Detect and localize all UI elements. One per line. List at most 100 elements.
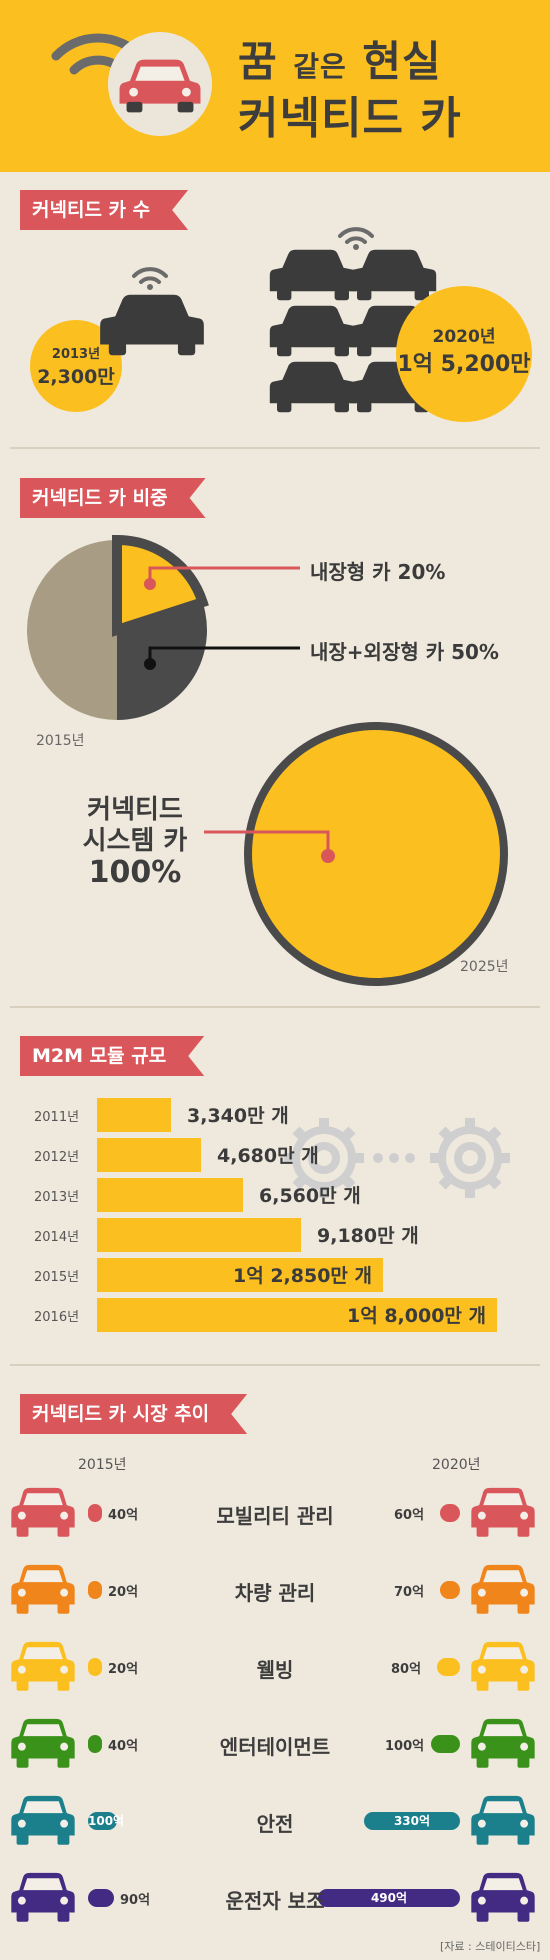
bar-value-label: 9,180만 개 <box>317 1225 419 1247</box>
value-2020: 330억 <box>393 1814 431 1828</box>
count-2020-year: 2020년 <box>432 327 496 347</box>
pill-2015 <box>88 1735 102 1753</box>
value-2015: 100억 <box>88 1814 125 1828</box>
pill-2015: 100억 <box>88 1812 125 1830</box>
car-icon <box>471 1564 535 1614</box>
pill-2020 <box>437 1658 460 1676</box>
section-divider <box>10 1364 540 1366</box>
pill-2020 <box>431 1735 460 1753</box>
bar-year-label: 2011년 <box>34 1110 80 1125</box>
market-category-label: 안전 <box>256 1812 294 1836</box>
market-category-label: 모빌리티 관리 <box>216 1504 334 1528</box>
car-icon <box>11 1641 75 1691</box>
market-category-label: 엔터테이먼트 <box>219 1735 331 1759</box>
bar-value-label: 3,340만 개 <box>187 1105 289 1127</box>
value-2020: 60억 <box>394 1508 425 1523</box>
title-word-1: 꿈 <box>238 37 278 86</box>
pill-2020 <box>440 1504 460 1522</box>
pie-callout-lines <box>144 566 300 670</box>
pie-2025-year: 2025년 <box>460 959 509 975</box>
pie-slice-embedded-outline <box>112 535 209 637</box>
count-2013-value: 2,300만 <box>37 366 115 388</box>
pie-2025-label-line3: 100% <box>88 855 182 890</box>
bar-2016 <box>97 1298 497 1332</box>
section-divider <box>10 1006 540 1008</box>
page-title-line1: 꿈 같은 현실 <box>238 28 442 89</box>
count-2020-value: 1억 5,200만 <box>397 352 531 377</box>
pill-2015 <box>88 1658 102 1676</box>
pie-label-embedded: 내장형 카 20% <box>310 560 446 584</box>
car-icon <box>268 248 358 302</box>
car-icon <box>11 1872 75 1922</box>
car-icon <box>119 59 201 113</box>
pie-2025 <box>244 722 508 986</box>
bar-value-label: 1억 8,000만 개 <box>347 1305 486 1327</box>
value-2020: 100억 <box>385 1739 425 1754</box>
car-icon <box>471 1872 535 1922</box>
bar-year-label: 2016년 <box>34 1310 80 1325</box>
car-icon <box>11 1487 75 1537</box>
pie-2025-label: 커넥티드 시스템 카 100% <box>70 795 200 888</box>
pill-2020: 330억 <box>364 1812 460 1830</box>
car-icon <box>268 360 358 414</box>
value-2015: 20억 <box>108 1585 139 1600</box>
bar-year-label: 2013년 <box>34 1190 80 1205</box>
value-2015: 20억 <box>108 1662 139 1677</box>
bar-value-label: 4,680만 개 <box>217 1145 319 1167</box>
value-2015: 40억 <box>108 1739 139 1754</box>
car-icon <box>268 304 358 358</box>
pie-2015 <box>27 535 209 720</box>
pill-2020: 490억 <box>318 1889 460 1907</box>
section-ribbon-m2m: M2M 모듈 규모 <box>20 1036 204 1076</box>
value-2015: 90억 <box>120 1893 151 1908</box>
market-category-label: 운전자 보조 <box>225 1889 325 1913</box>
page-title-line2: 커넥티드 카 <box>238 93 462 144</box>
section-ribbon-market: 커넥티드 카 시장 추이 <box>20 1394 247 1434</box>
car-icon <box>11 1795 75 1845</box>
car-icon <box>471 1795 535 1845</box>
bar-value-label: 6,560만 개 <box>259 1185 361 1207</box>
source-note: [자료 : 스테이티스타] <box>440 1940 541 1953</box>
count-2020-circle <box>396 286 532 422</box>
market-category-label: 차량 관리 <box>234 1581 316 1605</box>
pill-2015 <box>88 1581 102 1599</box>
pill-2015 <box>88 1889 114 1907</box>
section-ribbon-count: 커넥티드 카 수 <box>20 190 188 230</box>
value-2015: 40억 <box>108 1508 139 1523</box>
pill-2015 <box>88 1504 102 1522</box>
bar-value-label: 1억 2,850만 개 <box>233 1265 372 1287</box>
section-divider <box>10 447 540 449</box>
bar-2015 <box>97 1258 383 1292</box>
gear-icon <box>438 1126 502 1190</box>
wifi-icon <box>132 267 168 290</box>
pie-2025-label-line1: 커넥티드 <box>87 795 183 825</box>
title-word-2: 같은 <box>293 50 347 83</box>
gears-decoration <box>284 1118 510 1198</box>
market-col-2020: 2020년 <box>432 1457 481 1473</box>
bar-year-label: 2012년 <box>34 1150 80 1165</box>
car-icon <box>471 1641 535 1691</box>
pie-label-hybrid: 내장+외장형 카 50% <box>310 640 499 664</box>
car-icon <box>348 248 438 302</box>
pie-slice-hybrid <box>117 630 207 720</box>
bar-2013 <box>97 1178 243 1212</box>
value-2020: 70억 <box>394 1585 425 1600</box>
pie-2015-year: 2015년 <box>36 733 85 749</box>
header-banner: 꿈 같은 현실 커넥티드 카 <box>0 0 550 172</box>
bar-year-label: 2015년 <box>34 1270 80 1285</box>
bar-2014 <box>97 1218 301 1252</box>
value-2020: 80억 <box>391 1662 422 1677</box>
market-category-label: 웰빙 <box>256 1658 294 1682</box>
bar-2011 <box>97 1098 171 1132</box>
bar-2012 <box>97 1138 201 1172</box>
market-col-2015: 2015년 <box>78 1457 127 1473</box>
car-icon <box>471 1487 535 1537</box>
pie-slice-other <box>27 540 117 720</box>
title-word-3: 현실 <box>362 37 442 86</box>
pie-2025-label-line2: 시스템 카 <box>82 826 188 856</box>
car-icon <box>471 1718 535 1768</box>
bar-year-label: 2014년 <box>34 1230 80 1245</box>
section-ribbon-share: 커넥티드 카 비중 <box>20 478 206 518</box>
count-2013-year: 2013년 <box>51 347 101 362</box>
wifi-icon <box>338 227 374 250</box>
